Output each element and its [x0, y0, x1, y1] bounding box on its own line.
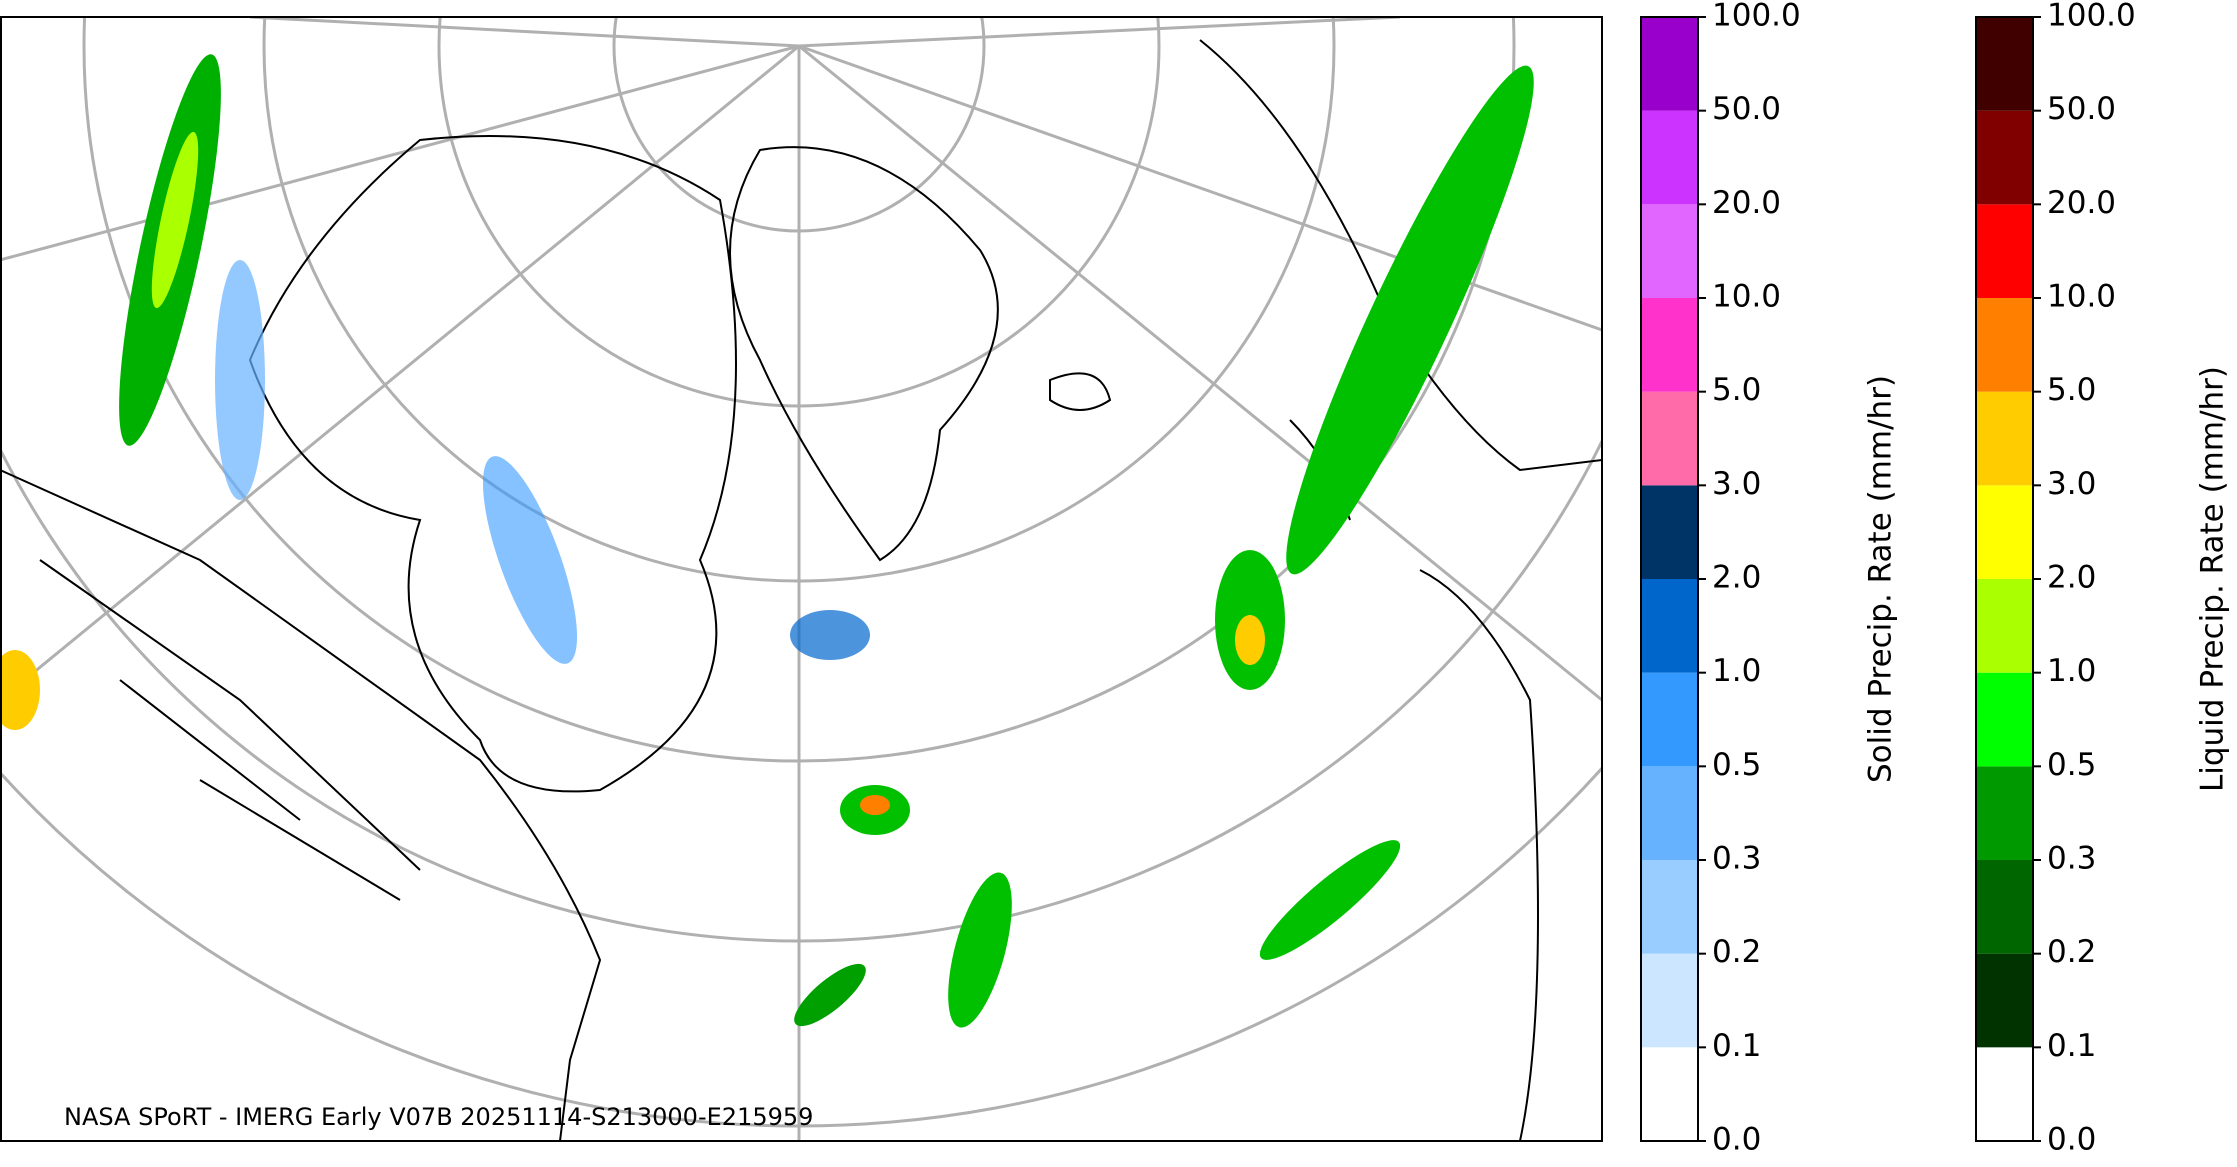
colorbar-segment	[1976, 672, 2033, 767]
colorbar-segment	[1641, 1047, 1698, 1141]
colorbar-segment	[1976, 579, 2033, 673]
caption: NASA SPoRT - IMERG Early V07B 20251114-S…	[64, 1103, 813, 1131]
colorbar-tick-label: 0.3	[2047, 841, 2096, 877]
precip-blobs	[1, 54, 1534, 1028]
colorbar-segment	[1641, 17, 1698, 111]
colorbar-segment	[1976, 17, 2033, 111]
colorbar-tick-label: 0.1	[2047, 1028, 2096, 1064]
colorbar-segment	[1641, 953, 1698, 1048]
colorbar-segment	[1976, 485, 2033, 579]
colorbar-segment	[1641, 485, 1698, 579]
colorbar-segment	[1641, 204, 1698, 298]
map-frame	[0, 16, 1603, 1142]
colorbar-tick-label: 0.5	[1712, 747, 1761, 783]
map: NASA SPoRT - IMERG Early V07B 20251114-S…	[1, 17, 1602, 1141]
colorbar-segment	[1641, 672, 1698, 767]
colorbar-label: Liquid Precip. Rate (mm/hr)	[2195, 366, 2231, 792]
colorbar-segment	[1976, 1047, 2033, 1141]
colorbar-segment	[1976, 391, 2033, 486]
colorbar-segment	[1641, 110, 1698, 205]
colorbar-tick-label: 5.0	[2047, 372, 2096, 408]
colorbar-segment	[1976, 204, 2033, 298]
colorbar-tick-label: 3.0	[2047, 466, 2096, 502]
colorbar-tick-label: 20.0	[1712, 185, 1781, 221]
colorbar-tick-label: 0.5	[2047, 747, 2096, 783]
colorbar-tick-label: 2.0	[1712, 560, 1761, 596]
colorbar-segment	[1641, 860, 1698, 954]
colorbar-tick-label: 100.0	[1712, 0, 1801, 34]
colorbar-tick-label: 100.0	[2047, 0, 2136, 34]
colorbar-label: Solid Precip. Rate (mm/hr)	[1863, 375, 1899, 783]
colorbar-segment	[1641, 766, 1698, 860]
colorbar-tick-label: 20.0	[2047, 185, 2116, 221]
colorbar-tick-label: 3.0	[1712, 466, 1761, 502]
colorbar-tick-label: 5.0	[1712, 372, 1761, 408]
colorbar-segment	[1641, 391, 1698, 486]
colorbar-segment	[1641, 298, 1698, 392]
colorbar-tick-label: 0.0	[2047, 1122, 2096, 1158]
colorbar-tick-label: 0.2	[2047, 934, 2096, 970]
colorbar-tick-label: 50.0	[2047, 91, 2116, 127]
colorbar-tick-label: 2.0	[2047, 560, 2096, 596]
colorbar-tick-label: 50.0	[1712, 91, 1781, 127]
colorbar-segment	[1976, 298, 2033, 392]
colorbar-tick-label: 0.1	[1712, 1028, 1761, 1064]
colorbar-segment	[1641, 579, 1698, 673]
colorbar-tick-label: 0.2	[1712, 934, 1761, 970]
graticule	[1, 17, 1602, 1141]
colorbar-tick-label: 0.3	[1712, 841, 1761, 877]
colorbar-tick-label: 10.0	[1712, 279, 1781, 315]
colorbar-tick-label: 1.0	[1712, 653, 1761, 689]
colorbar-segment	[1976, 953, 2033, 1048]
colorbar-tick-label: 1.0	[2047, 653, 2096, 689]
colorbar-tick-label: 0.0	[1712, 1122, 1761, 1158]
colorbar-tick-label: 10.0	[2047, 279, 2116, 315]
colorbars: 0.0 0.1 0.2 0.3 0.5 1.0 2.0 3.0 5.0 10.0 20.0 50.0 1…	[1640, 0, 2231, 1158]
colorbar-segment	[1976, 860, 2033, 954]
colorbar-segment	[1976, 110, 2033, 205]
colorbar-segment	[1976, 766, 2033, 860]
